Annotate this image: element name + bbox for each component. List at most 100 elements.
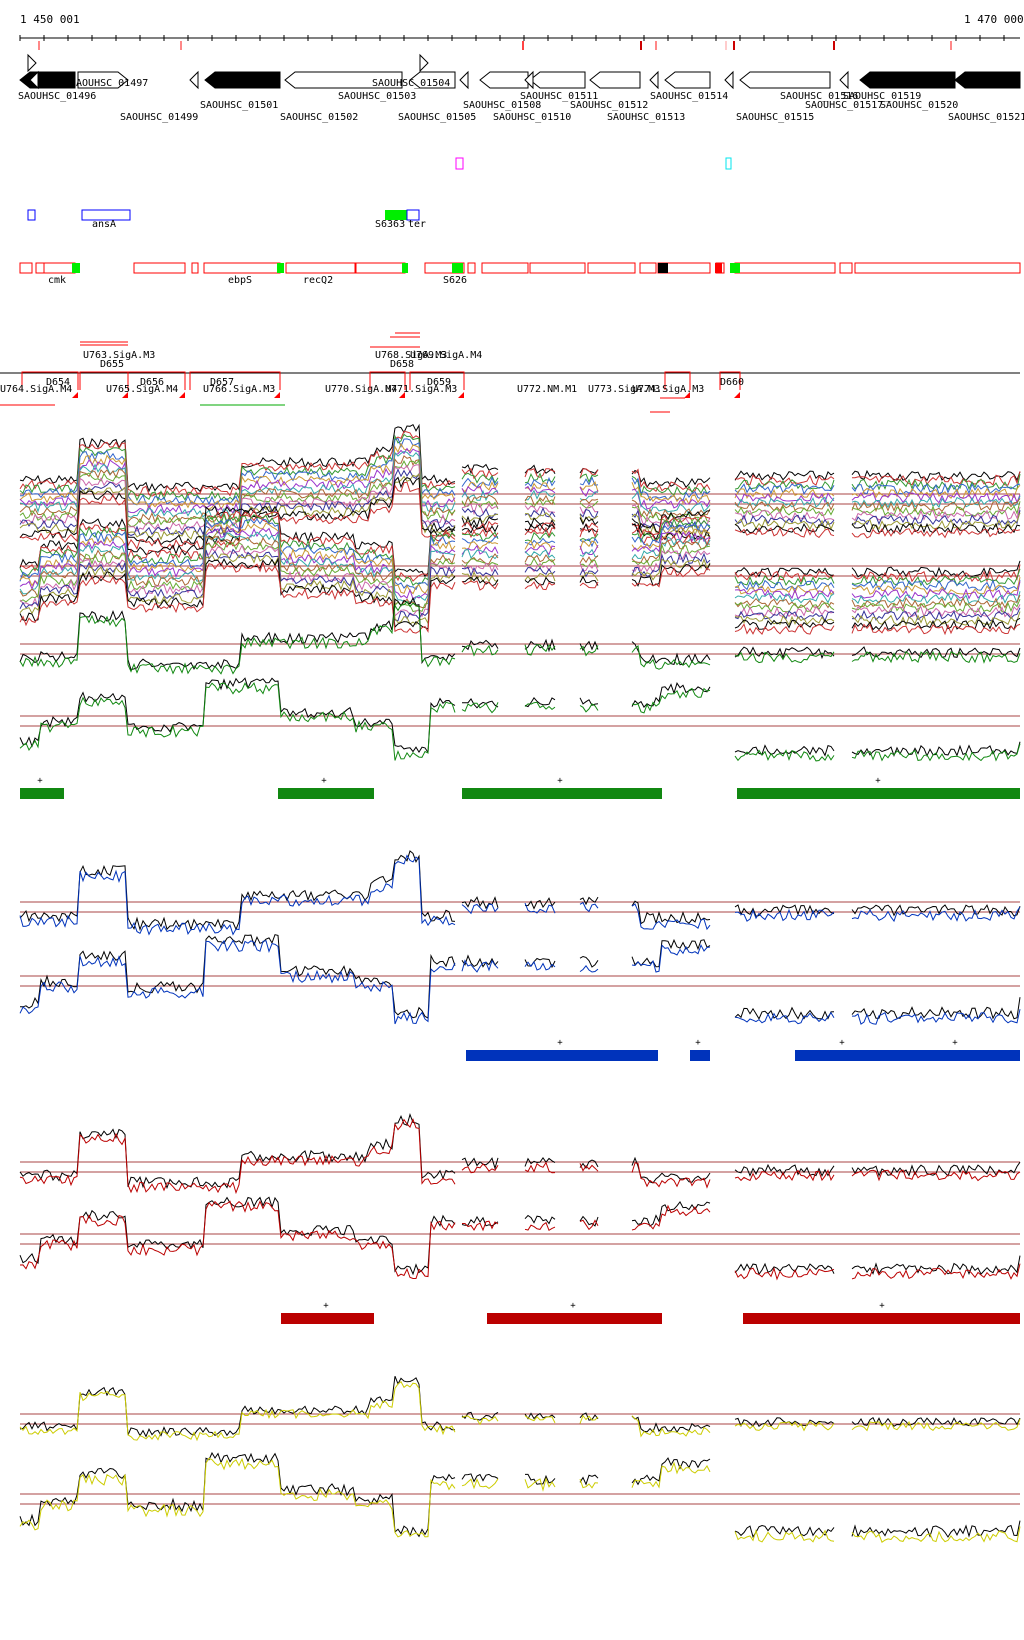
- transcript-unit[interactable]: [127, 371, 186, 390]
- condition-segment[interactable]: [466, 1050, 658, 1061]
- gene-arrow[interactable]: [409, 71, 456, 89]
- gene-arrow[interactable]: [27, 53, 37, 73]
- expression-trace: [579, 491, 599, 501]
- expression-profile: [19, 850, 1021, 936]
- strand-plus-mark: +: [323, 1301, 329, 1311]
- blue-feature[interactable]: [406, 209, 420, 221]
- condition-segment[interactable]: [743, 1313, 1020, 1324]
- expression-trace: [461, 526, 499, 539]
- transcript-unit[interactable]: [189, 371, 281, 390]
- terminator-mark: [684, 392, 690, 398]
- promoter-label: U766.SigA.M3: [203, 384, 275, 395]
- genomic-feature[interactable]: [529, 262, 586, 274]
- expression-trace: [851, 473, 1021, 491]
- expression-trace: [579, 645, 599, 657]
- genomic-feature[interactable]: [467, 262, 476, 274]
- gene-arrow[interactable]: [459, 70, 469, 90]
- strand-plus-mark: +: [879, 1301, 885, 1311]
- expression-trace: [734, 1169, 835, 1182]
- transcript-unit[interactable]: [409, 371, 465, 390]
- genomic-feature[interactable]: [35, 262, 45, 274]
- transcript-unit[interactable]: [664, 371, 691, 390]
- condition-segment[interactable]: [487, 1313, 662, 1324]
- genomic-feature[interactable]: [481, 262, 529, 274]
- gene-arrow[interactable]: [739, 71, 831, 89]
- gene-arrow[interactable]: [524, 70, 534, 90]
- transcript-unit[interactable]: [369, 371, 406, 390]
- expression-trace: [579, 562, 599, 573]
- expression-trace: [631, 1200, 711, 1227]
- genomic-feature[interactable]: [355, 262, 406, 274]
- genomic-feature[interactable]: [854, 262, 1021, 274]
- expression-trace: [734, 610, 835, 622]
- expression-trace: [734, 1006, 835, 1020]
- genomic-feature[interactable]: [285, 262, 356, 274]
- expression-profile: [19, 505, 1021, 636]
- genomic-feature[interactable]: [424, 262, 465, 274]
- condition-segment[interactable]: [20, 788, 64, 799]
- expression-trace: [579, 1219, 599, 1231]
- expression-trace: [524, 572, 556, 582]
- genomic-feature[interactable]: [133, 262, 186, 274]
- transcript-unit[interactable]: [719, 371, 741, 390]
- gene-arrow[interactable]: [419, 53, 429, 73]
- genomic-feature[interactable]: [43, 262, 76, 274]
- expression-trace: [19, 1451, 456, 1538]
- expression-trace: [579, 697, 599, 706]
- cyan-feature[interactable]: [725, 157, 732, 170]
- highlighted-feature[interactable]: [730, 263, 740, 273]
- condition-segment[interactable]: [690, 1050, 710, 1061]
- gene-label: SAOUHSC_01516: [780, 91, 858, 102]
- gene-arrow[interactable]: [724, 70, 734, 90]
- gene-arrow[interactable]: [77, 71, 129, 89]
- gene-arrow[interactable]: [589, 71, 641, 89]
- genomic-feature[interactable]: [639, 262, 657, 274]
- expression-trace: [851, 623, 1021, 636]
- gene-arrow[interactable]: [954, 71, 1021, 89]
- gene-arrow[interactable]: [529, 71, 586, 89]
- highlighted-feature[interactable]: [277, 263, 284, 273]
- gene-arrow[interactable]: [284, 71, 403, 89]
- gene-arrow[interactable]: [19, 71, 76, 89]
- condition-segment[interactable]: [795, 1050, 1020, 1061]
- ansA-feature[interactable]: [81, 209, 131, 221]
- strand-plus-mark: +: [557, 776, 563, 786]
- highlighted-feature[interactable]: [402, 263, 408, 273]
- highlighted-feature[interactable]: [715, 263, 722, 273]
- gene-arrow[interactable]: [839, 70, 849, 90]
- condition-segment[interactable]: [278, 788, 374, 799]
- gene-arrow[interactable]: [859, 71, 956, 89]
- genomic-feature[interactable]: [191, 262, 199, 274]
- genomic-feature[interactable]: [587, 262, 636, 274]
- expression-trace: [461, 1478, 499, 1490]
- highlighted-feature[interactable]: [452, 263, 463, 273]
- blue-feature[interactable]: [27, 209, 36, 221]
- condition-segment[interactable]: [737, 788, 1020, 799]
- genomic-feature[interactable]: [203, 262, 281, 274]
- highlighted-feature[interactable]: [658, 263, 668, 273]
- genomic-feature[interactable]: [734, 262, 836, 274]
- genomic-feature[interactable]: [839, 262, 853, 274]
- condition-segment[interactable]: [281, 1313, 374, 1324]
- magenta-feature[interactable]: [455, 157, 464, 170]
- transcript-unit[interactable]: [21, 371, 79, 390]
- expression-profile: [19, 1376, 1021, 1442]
- expression-trace: [524, 523, 556, 533]
- expression-trace: [524, 566, 556, 575]
- gene-arrow[interactable]: [649, 70, 659, 90]
- gene-arrow[interactable]: [479, 71, 529, 89]
- gene-arrow[interactable]: [29, 70, 39, 90]
- expression-trace: [851, 560, 1021, 578]
- condition-segment[interactable]: [462, 788, 662, 799]
- genomic-feature[interactable]: [19, 262, 33, 274]
- gene-arrow[interactable]: [204, 71, 281, 89]
- gene-arrow[interactable]: [189, 70, 199, 90]
- highlighted-feature[interactable]: [72, 263, 80, 273]
- terminator-mark: [179, 392, 185, 398]
- gene-arrow[interactable]: [664, 71, 711, 89]
- expression-trace: [851, 1418, 1021, 1432]
- expression-trace: [461, 489, 499, 502]
- terminator-mark: [399, 392, 405, 398]
- green-feature[interactable]: [385, 210, 407, 220]
